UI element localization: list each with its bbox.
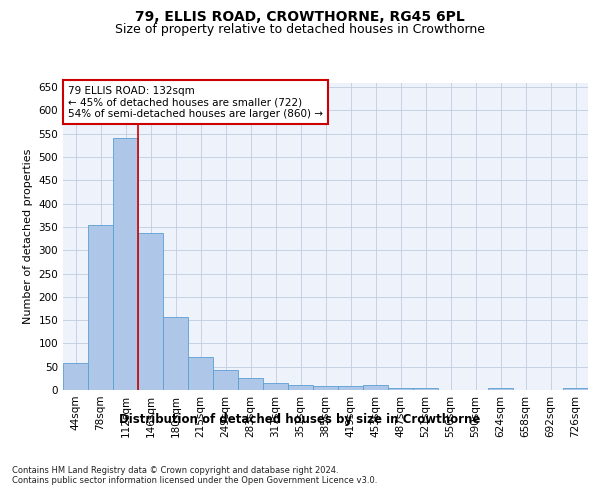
Bar: [488, 388, 513, 390]
Text: Contains HM Land Registry data © Crown copyright and database right 2024.: Contains HM Land Registry data © Crown c…: [12, 466, 338, 475]
Y-axis label: Number of detached properties: Number of detached properties: [23, 148, 33, 324]
Bar: [138, 232, 163, 390]
Text: Size of property relative to detached houses in Crowthorne: Size of property relative to detached ho…: [115, 22, 485, 36]
Bar: [413, 388, 438, 390]
Bar: [238, 378, 263, 390]
Bar: [363, 386, 388, 390]
Bar: [388, 388, 413, 390]
Bar: [213, 370, 238, 390]
Text: Contains public sector information licensed under the Open Government Licence v3: Contains public sector information licen…: [12, 476, 377, 485]
Bar: [338, 386, 363, 390]
Bar: [113, 138, 138, 390]
Text: 79 ELLIS ROAD: 132sqm
← 45% of detached houses are smaller (722)
54% of semi-det: 79 ELLIS ROAD: 132sqm ← 45% of detached …: [68, 86, 323, 119]
Bar: [313, 386, 338, 390]
Bar: [263, 383, 288, 390]
Bar: [88, 224, 113, 390]
Bar: [63, 363, 88, 390]
Text: Distribution of detached houses by size in Crowthorne: Distribution of detached houses by size …: [119, 412, 481, 426]
Text: 79, ELLIS ROAD, CROWTHORNE, RG45 6PL: 79, ELLIS ROAD, CROWTHORNE, RG45 6PL: [135, 10, 465, 24]
Bar: [563, 388, 588, 390]
Bar: [188, 358, 213, 390]
Bar: [288, 386, 313, 390]
Bar: [163, 317, 188, 390]
